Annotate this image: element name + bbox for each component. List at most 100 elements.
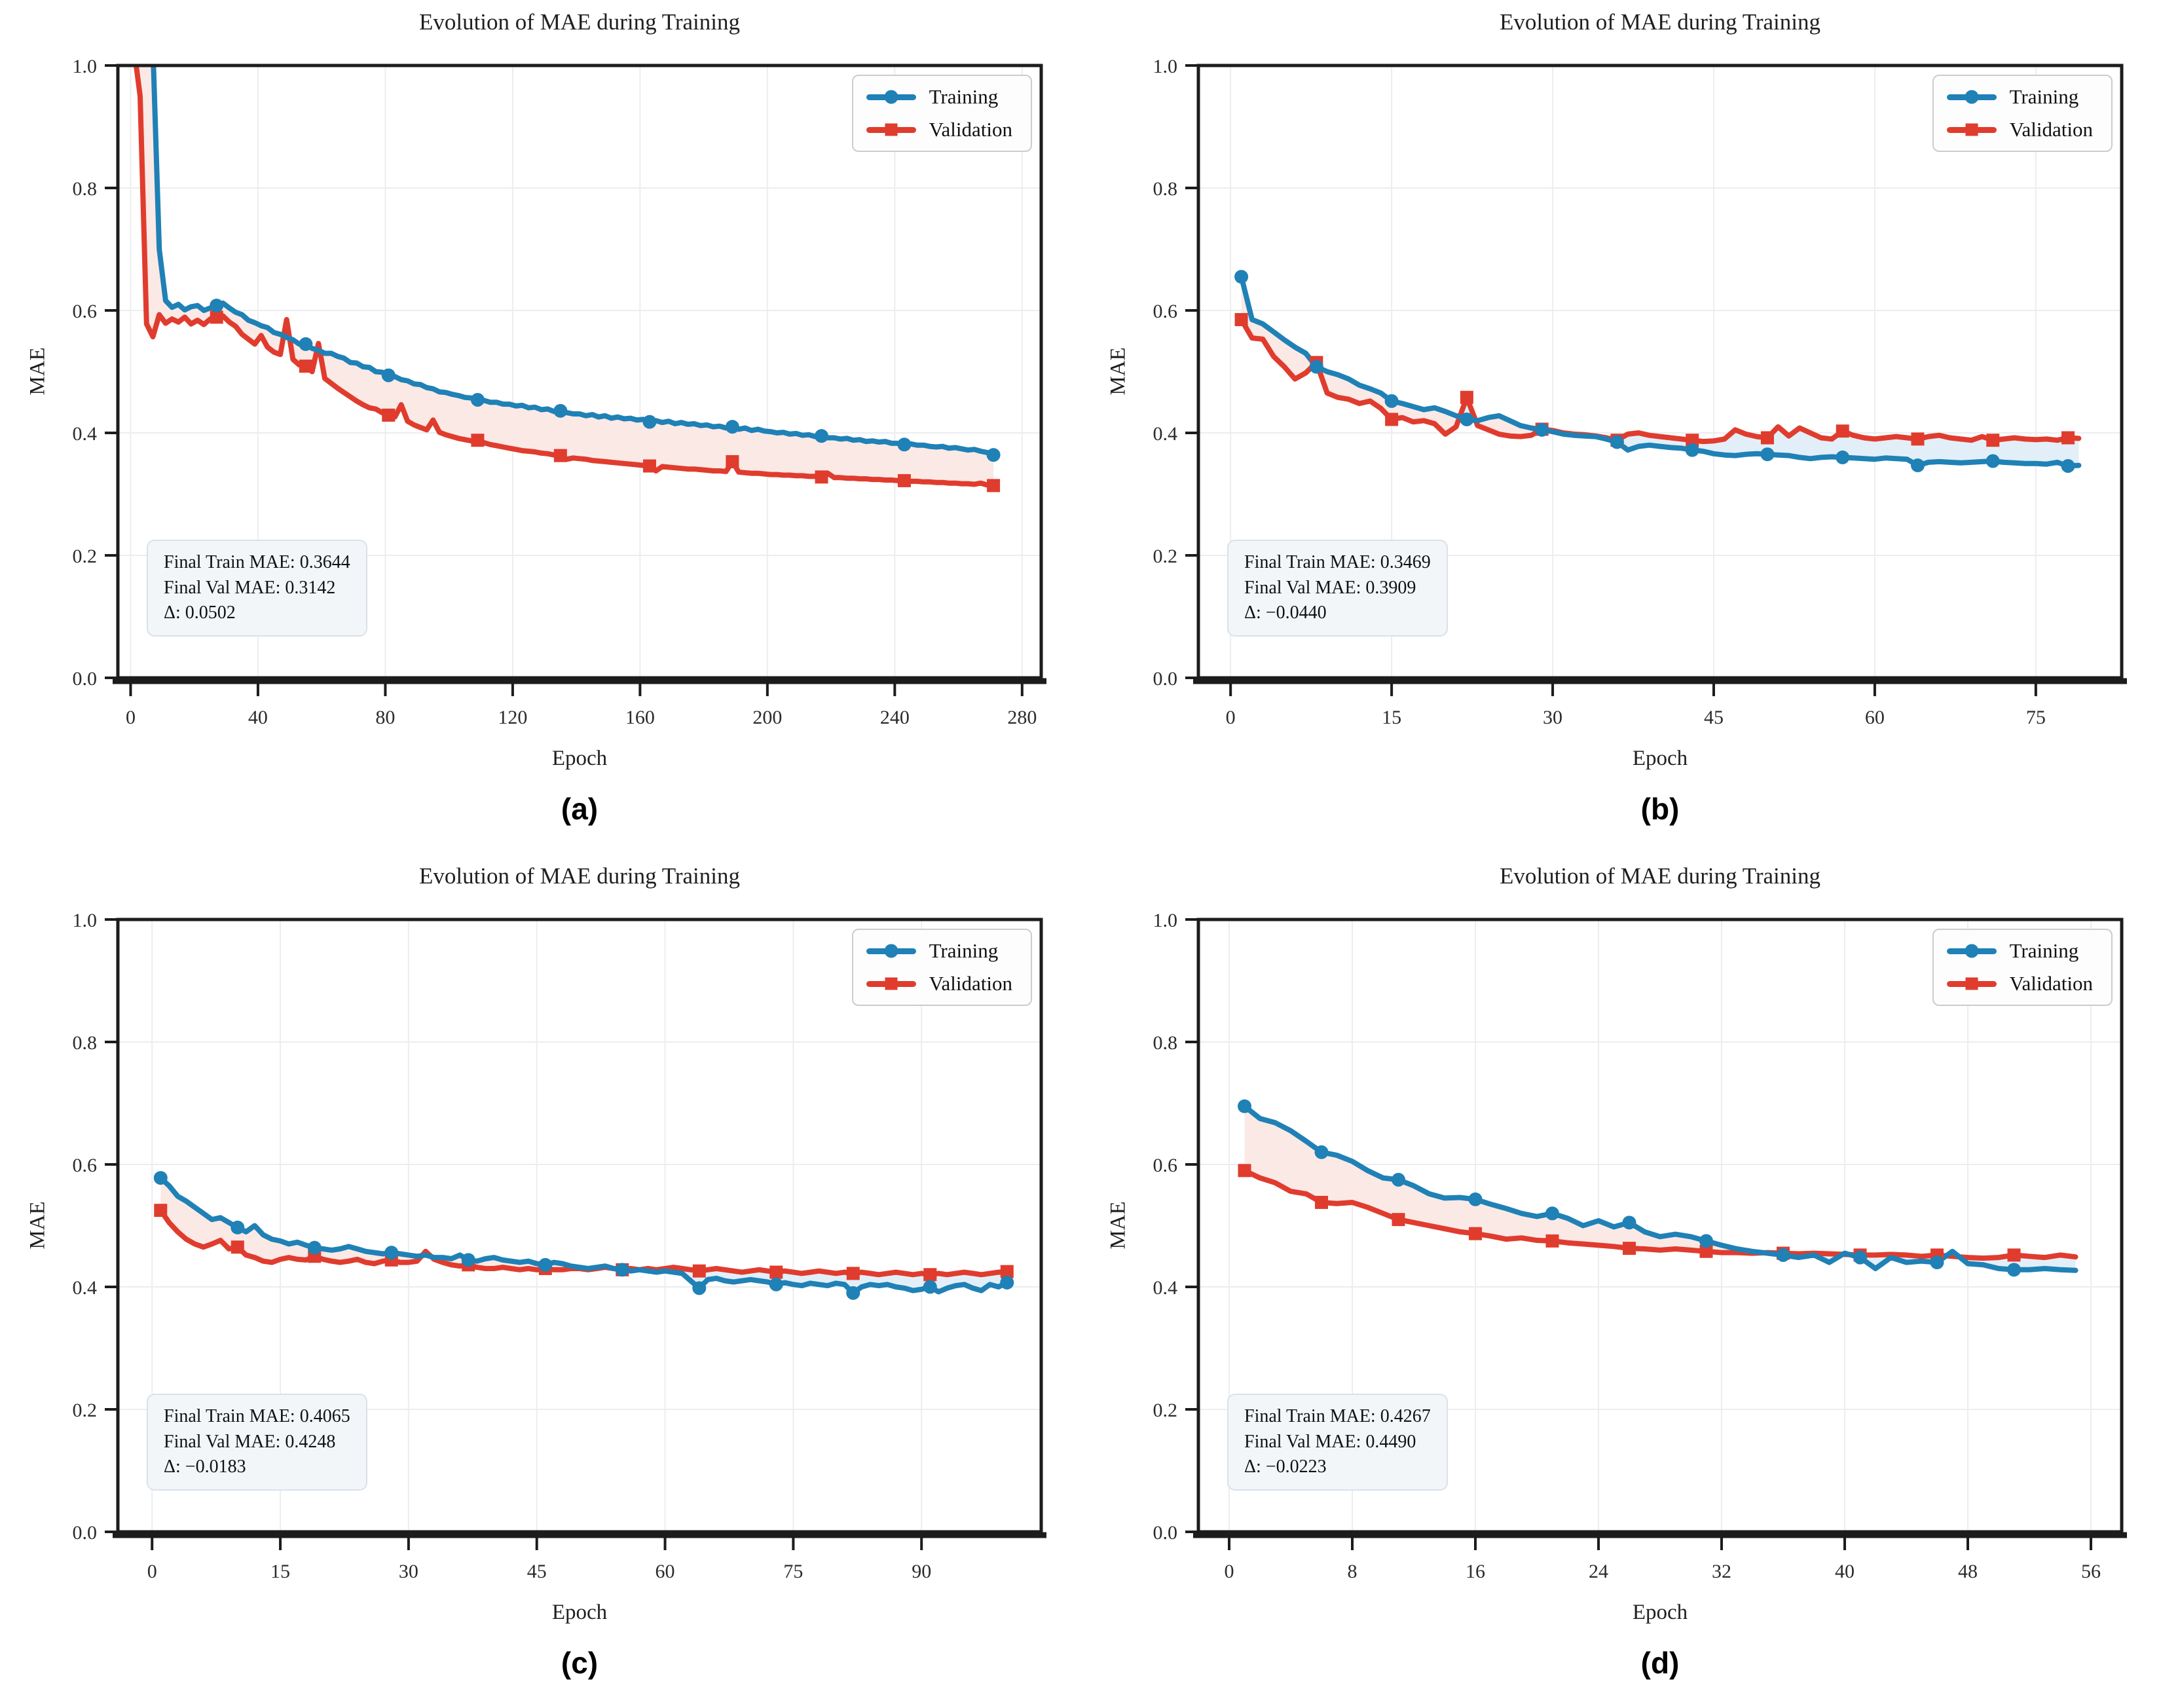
training-marker-icon [884,944,898,958]
legend-item-training: Training [1946,939,2093,963]
panel-c: 0 15 30 45 60 75 90 0.0 0.2 0.4 0.6 0.8 1.0 Evolutio… [0,854,1080,1708]
x-axis-label: Epoch [551,747,608,770]
y-tick-label: 0.8 [73,178,98,200]
x-axis-label: Epoch [551,1601,608,1624]
validation-marker-icon [1965,123,1978,136]
legend-label: Validation [929,972,1012,995]
y-tick-label: 0.2 [73,546,98,567]
y-tick-label: 0.2 [1153,1400,1178,1421]
y-tick-label: 0.8 [73,1032,98,1054]
x-tick-label: 0 [126,707,136,728]
delta-value: Δ: −0.0183 [164,1457,246,1477]
y-tick-label: 0.8 [1153,1032,1178,1054]
x-tick-label: 0 [1226,707,1236,728]
legend: Training Validation [1932,75,2113,152]
validation-line-icon [866,123,916,136]
final-val-mae: Final Val MAE: 0.3909 [1244,577,1416,598]
panel-a: 0 40 80 120 160 200 240 280 0.0 0.2 0.4 0.6 0.8 1.0 E… [0,0,1080,854]
validation-marker-icon [885,123,898,136]
x-tick-label: 0 [1225,1561,1234,1582]
stats-annotation: Final Train MAE: 0.4267 Final Val MAE: 0… [1227,1394,1448,1491]
y-tick-label: 0.2 [73,1400,98,1421]
final-train-mae: Final Train MAE: 0.4065 [164,1406,350,1426]
y-axis-label: MAE [26,1201,50,1250]
legend-item-validation: Validation [1946,972,2093,995]
stats-annotation: Final Train MAE: 0.4065 Final Val MAE: 0… [147,1394,367,1491]
training-line-icon [1946,90,1997,104]
y-tick-label: 0.2 [1153,546,1178,567]
delta-value: Δ: −0.0223 [1244,1457,1327,1477]
legend-item-validation: Validation [1946,118,2093,141]
legend-item-training: Training [866,939,1012,963]
y-tick-label: 0.4 [73,423,98,445]
legend-label: Training [2009,85,2079,108]
panel-b: 0 15 30 45 60 75 0.0 0.2 0.4 0.6 0.8 1.0 Evolution … [1080,0,2161,854]
legend-label: Training [929,85,999,108]
y-tick-label: 0.6 [1153,301,1178,322]
x-tick-label: 15 [270,1561,290,1582]
legend-item-validation: Validation [866,972,1012,995]
final-train-mae: Final Train MAE: 0.3469 [1244,552,1431,572]
stats-annotation: Final Train MAE: 0.3644 Final Val MAE: 0… [147,540,367,637]
y-tick-label: 0.6 [73,301,98,322]
legend-label: Validation [2009,972,2093,995]
subplot-tag-d: (d) [1640,1646,1680,1680]
x-tick-label: 75 [2026,707,2046,728]
validation-marker-icon [1965,977,1978,990]
y-tick-label: 0.6 [1153,1155,1178,1176]
legend-label: Training [2009,939,2079,962]
subplot-tag-b: (b) [1640,792,1680,826]
y-tick-label: 0.4 [1153,1277,1178,1299]
legend-label: Training [929,939,999,962]
legend-label: Validation [929,118,1012,141]
x-tick-label: 45 [527,1561,547,1582]
y-tick-label: 0.4 [1153,423,1178,445]
y-tick-label: 0.0 [1153,1522,1178,1544]
validation-line-icon [866,977,916,990]
x-tick-label: 40 [1835,1561,1855,1582]
y-tick-label: 0.0 [73,1522,98,1544]
final-train-mae: Final Train MAE: 0.3644 [164,552,350,572]
legend-item-training: Training [1946,85,2093,109]
y-tick-label: 0.0 [1153,668,1178,690]
y-axis-label: MAE [1106,347,1130,396]
legend-label: Validation [2009,118,2093,141]
training-line-icon [866,944,916,958]
y-tick-label: 1.0 [73,56,98,77]
subplot-tag-a: (a) [561,792,599,826]
plot-canvas-b: 0 15 30 45 60 75 0.0 0.2 0.4 0.6 0.8 1.0 [1153,56,2127,728]
final-val-mae: Final Val MAE: 0.4248 [164,1431,336,1452]
x-tick-label: 240 [880,707,910,728]
panel-d: 0 8 16 24 32 40 48 56 0.0 0.2 0.4 0.6 0.8 1.0 Evoluti… [1080,854,2161,1708]
y-tick-label: 0.8 [1153,178,1178,200]
validation-line-icon [1946,977,1997,990]
training-marker-icon [1965,90,1979,104]
y-tick-label: 1.0 [1153,910,1178,931]
delta-value: Δ: −0.0440 [1244,603,1327,623]
legend-item-validation: Validation [866,118,1012,141]
x-tick-label: 32 [1712,1561,1731,1582]
y-axis-label: MAE [1106,1201,1130,1250]
x-tick-label: 15 [1382,707,1401,728]
x-tick-label: 280 [1007,707,1037,728]
x-tick-label: 90 [912,1561,931,1582]
x-tick-label: 0 [147,1561,157,1582]
subplot-tag-c: (c) [561,1646,599,1680]
delta-value: Δ: 0.0502 [164,603,236,623]
x-tick-label: 48 [1958,1561,1978,1582]
y-tick-label: 0.6 [73,1155,98,1176]
x-axis-label: Epoch [1632,747,1688,770]
validation-line-icon [1946,123,1997,136]
legend-item-training: Training [866,85,1012,109]
x-tick-label: 60 [656,1561,675,1582]
training-marker-icon [884,90,898,104]
validation-marker-icon [885,977,898,990]
x-tick-label: 16 [1466,1561,1485,1582]
x-tick-label: 56 [2081,1561,2101,1582]
x-tick-label: 80 [375,707,395,728]
legend: Training Validation [1932,929,2113,1006]
x-tick-label: 45 [1704,707,1724,728]
x-axis-label: Epoch [1632,1601,1688,1624]
y-tick-label: 1.0 [1153,56,1178,77]
chart-title: Evolution of MAE during Training [1499,863,1821,889]
